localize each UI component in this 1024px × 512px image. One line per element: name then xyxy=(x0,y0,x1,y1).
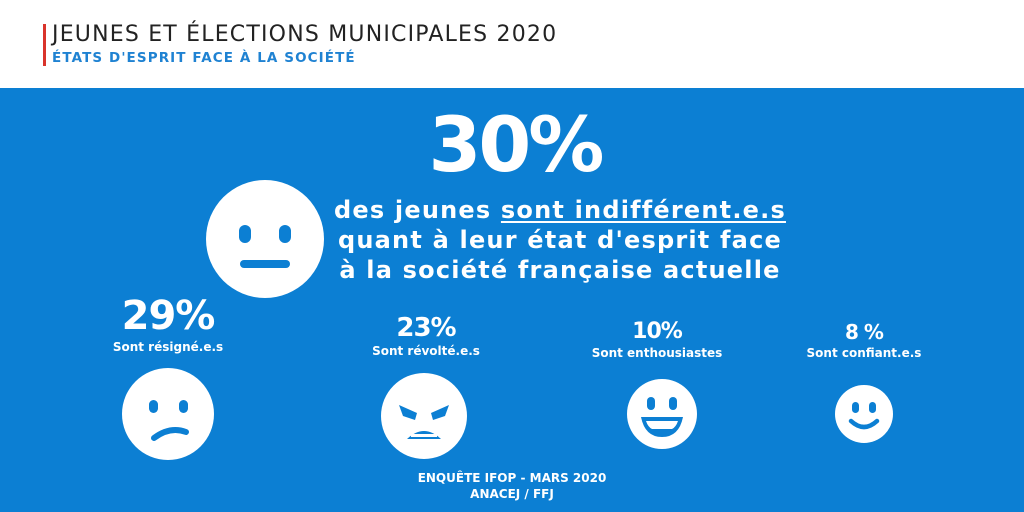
sad-face-icon xyxy=(122,368,214,460)
header: JEUNES ET ÉLECTIONS MUNICIPALES 2020 ÉTA… xyxy=(0,0,1024,88)
grinning-face-icon xyxy=(627,379,697,449)
smiling-face-icon xyxy=(835,385,893,443)
stat-percent: 23% xyxy=(396,313,456,343)
headline-text: des jeunes sont indifférent.e.s quant à … xyxy=(330,195,790,285)
stat-percent: 8 % xyxy=(845,320,884,344)
headline-line3: à la société française actuelle xyxy=(339,256,781,284)
page-title: JEUNES ET ÉLECTIONS MUNICIPALES 2020 xyxy=(52,22,558,47)
stat-label: Sont confiant.e.s xyxy=(806,346,922,360)
headline-emphasis: sont indifférent.e.s xyxy=(500,196,786,224)
stat-percent: 29% xyxy=(121,293,216,339)
stat-revolted: 23% Sont révolté.e.s xyxy=(356,312,496,358)
page-subtitle: ÉTATS D'ESPRIT FACE À LA SOCIÉTÉ xyxy=(52,50,356,66)
headline-percent: 30% xyxy=(428,100,605,189)
stat-enthusiastic: 10% Sont enthousiastes xyxy=(587,318,727,360)
stat-resigned: 29% Sont résigné.e.s xyxy=(98,292,238,354)
headline-line1-pre: des jeunes xyxy=(334,196,501,224)
footer-line2: ANACEJ / FFJ xyxy=(470,487,554,501)
stat-label: Sont résigné.e.s xyxy=(112,340,224,354)
headline-line2: quant à leur état d'esprit face xyxy=(338,226,782,254)
stat-confident: 8 % Sont confiant.e.s xyxy=(794,318,934,360)
footer-line1: ENQUÊTE IFOP - MARS 2020 xyxy=(417,471,607,485)
stat-label: Sont révolté.e.s xyxy=(372,344,480,358)
stat-label: Sont enthousiastes xyxy=(591,346,723,360)
neutral-face-icon xyxy=(206,180,324,298)
header-accent-bar xyxy=(43,24,46,66)
angry-face-icon xyxy=(381,373,467,459)
stat-percent: 10% xyxy=(632,319,683,344)
source-footer: ENQUÊTE IFOP - MARS 2020 ANACEJ / FFJ xyxy=(362,470,662,502)
